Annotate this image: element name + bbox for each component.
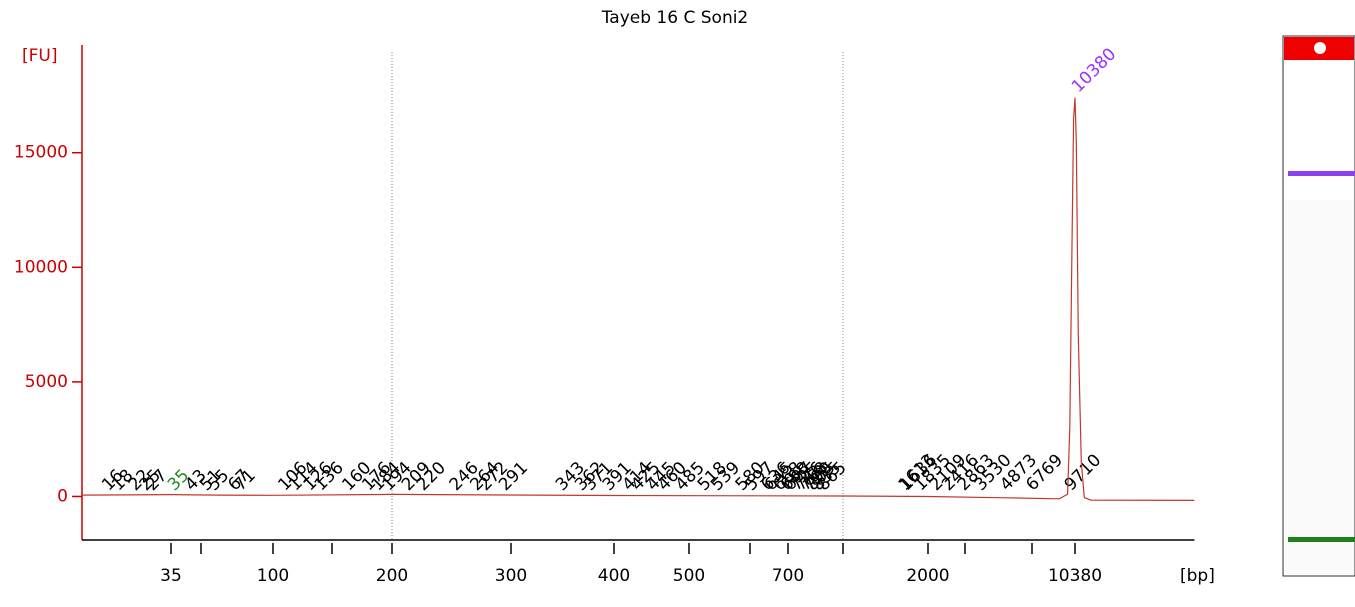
y-axis-label: [FU]: [22, 46, 58, 66]
x-tick-label: 10380: [1048, 566, 1102, 586]
x-axis-label: [bp]: [1180, 566, 1215, 586]
gel-band-lower: [1288, 537, 1355, 542]
x-tick-label: 2000: [906, 566, 949, 586]
x-tick-label: 700: [772, 566, 804, 586]
x-tick-label: 300: [495, 566, 527, 586]
gel-icon: [1314, 42, 1326, 54]
y-tick-label: 0: [57, 486, 68, 506]
x-tick-label: 35: [160, 566, 182, 586]
y-tick-label: 10000: [14, 257, 68, 277]
x-tick-label: 200: [376, 566, 408, 586]
x-tick-label: 400: [598, 566, 630, 586]
y-tick-label: 5000: [25, 372, 68, 392]
y-tick-label: 15000: [14, 143, 68, 163]
peak-label: 35: [164, 466, 193, 495]
chart-title: Tayeb 16 C Soni2: [601, 8, 749, 28]
x-tick-label: 100: [257, 566, 289, 586]
gel-area: [1284, 60, 1354, 200]
gel-band-upper: [1288, 171, 1355, 176]
trace: [80, 97, 1195, 501]
peak-label: 10380: [1068, 44, 1120, 96]
gel-lane: [1282, 35, 1355, 577]
x-tick-label: 500: [673, 566, 705, 586]
